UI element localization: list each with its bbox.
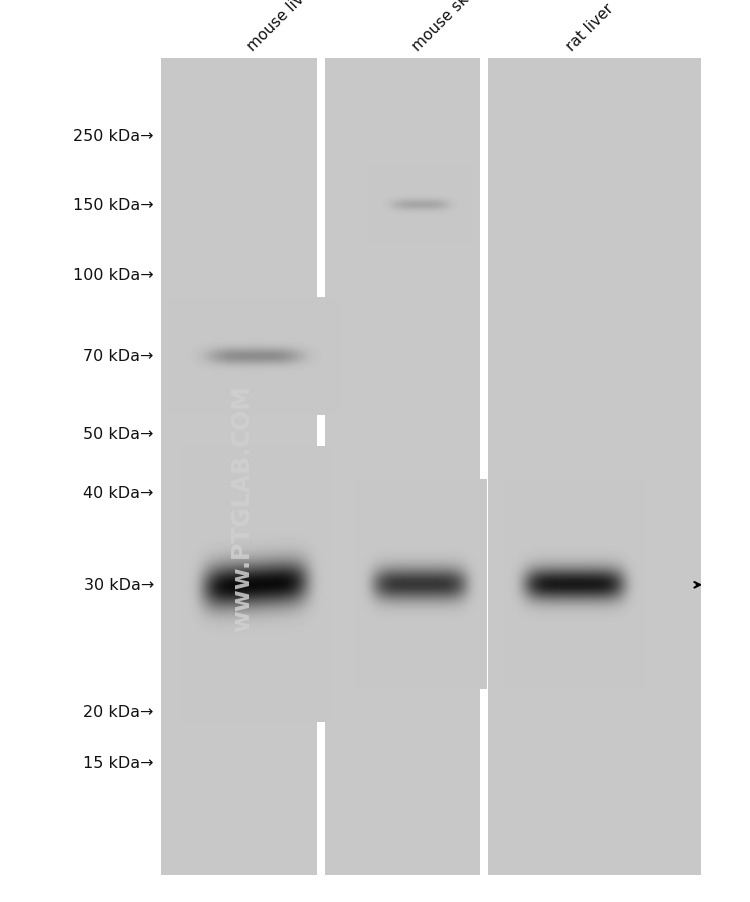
Text: 20 kDa→: 20 kDa→ bbox=[83, 704, 154, 719]
Text: 250 kDa→: 250 kDa→ bbox=[74, 129, 154, 143]
Text: 100 kDa→: 100 kDa→ bbox=[74, 268, 154, 282]
Text: 50 kDa→: 50 kDa→ bbox=[83, 427, 154, 442]
Bar bbox=[480, 59, 488, 875]
Bar bbox=[161, 59, 701, 875]
Text: mouse skeletal muscle: mouse skeletal muscle bbox=[410, 0, 544, 54]
Text: rat liver: rat liver bbox=[563, 1, 616, 54]
Text: 70 kDa→: 70 kDa→ bbox=[83, 349, 154, 364]
Bar bbox=[317, 59, 325, 875]
Text: 15 kDa→: 15 kDa→ bbox=[83, 755, 154, 769]
Text: 150 kDa→: 150 kDa→ bbox=[74, 198, 154, 213]
Text: 30 kDa→: 30 kDa→ bbox=[83, 577, 154, 593]
Text: mouse liver: mouse liver bbox=[244, 0, 318, 54]
Text: www.PTGLAB.COM: www.PTGLAB.COM bbox=[230, 384, 254, 630]
Text: 40 kDa→: 40 kDa→ bbox=[83, 485, 154, 501]
